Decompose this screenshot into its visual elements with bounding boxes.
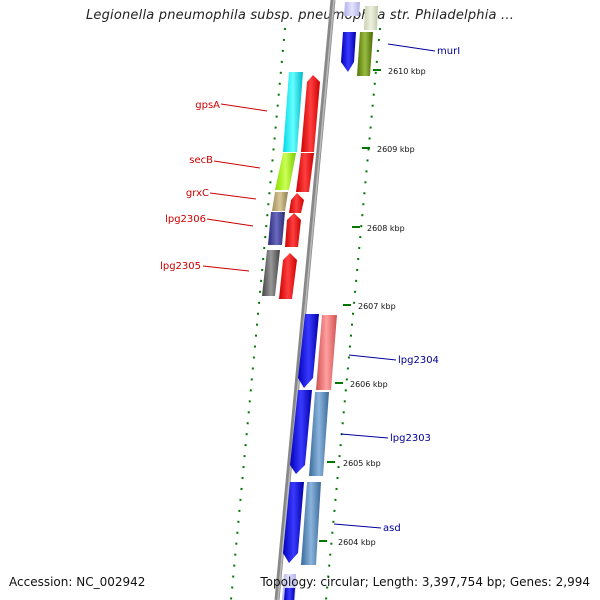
left-tick-track [230, 27, 286, 600]
leader-murI [387, 43, 436, 52]
gene-label-secB: secB [189, 155, 213, 166]
gene-lpg2303-blue [290, 390, 312, 474]
leader-lpg2305 [202, 265, 250, 272]
leader-grxC [209, 192, 257, 200]
gene-lpg2304-blue [298, 314, 319, 388]
gene-pale-top [364, 6, 378, 30]
gene-label-murI: murI [437, 46, 460, 57]
kbp-label-2609: 2609 kbp [377, 145, 415, 154]
leader-lpg2306 [206, 218, 254, 227]
leader-gpsA [220, 103, 268, 112]
gene-label-lpg2303: lpg2303 [390, 433, 431, 444]
gene-asd-steel [301, 482, 321, 565]
gene-gpsA-box [283, 72, 303, 152]
kbp-label-2607: 2607 kbp [358, 302, 396, 311]
kbp-label-2608: 2608 kbp [367, 224, 405, 233]
gene-lpg2306-box [268, 212, 285, 245]
leader-lpg2303 [340, 433, 389, 439]
gene-lpg2304-salmon [316, 315, 337, 390]
gene-label-lpg2305: lpg2305 [160, 261, 201, 272]
right-tick-track [325, 27, 381, 600]
gene-grxC-arrow [289, 193, 304, 213]
leader-secB [213, 160, 261, 169]
gene-lpg2306-arrow [285, 213, 301, 247]
gene-label-lpg2304: lpg2304 [398, 355, 439, 366]
map-title: Legionella pneumophila subsp. pneumophil… [85, 8, 515, 23]
gene-blue-bottom [284, 588, 295, 600]
genome-summary-text: Topology: circular; Length: 3,397,754 bp… [260, 575, 590, 589]
gene-label-asd: asd [383, 523, 401, 534]
leader-asd [333, 523, 382, 529]
kbp-label-2606: 2606 kbp [350, 380, 388, 389]
gene-gpsA-arrow [301, 75, 320, 152]
gene-murI-olive [357, 32, 373, 76]
backbone-line [274, 0, 336, 600]
gene-label-grxC: grxC [186, 188, 209, 199]
gene-lpg2305-box [262, 250, 280, 296]
gene-lpg2305-arrow [279, 253, 297, 299]
gene-grxC-box [272, 192, 288, 211]
gene-label-gpsA: gpsA [195, 100, 220, 111]
backbone-highlight [277, 0, 335, 600]
leader-lpg2304 [348, 354, 397, 361]
accession-text: Accession: NC_002942 [9, 575, 146, 589]
gene-lpg2303-steel [309, 392, 329, 476]
kbp-label-2605: 2605 kbp [343, 459, 381, 468]
kbp-label-2610: 2610 kbp [388, 67, 426, 76]
gene-lavender-top [344, 2, 360, 16]
gene-murI-blue [341, 32, 356, 72]
gene-asd-blue [283, 482, 304, 563]
kbp-label-2604: 2604 kbp [338, 538, 376, 547]
gene-secB-arrow [296, 153, 314, 192]
gene-label-lpg2306: lpg2306 [165, 214, 206, 225]
gene-secB-box [275, 153, 296, 190]
